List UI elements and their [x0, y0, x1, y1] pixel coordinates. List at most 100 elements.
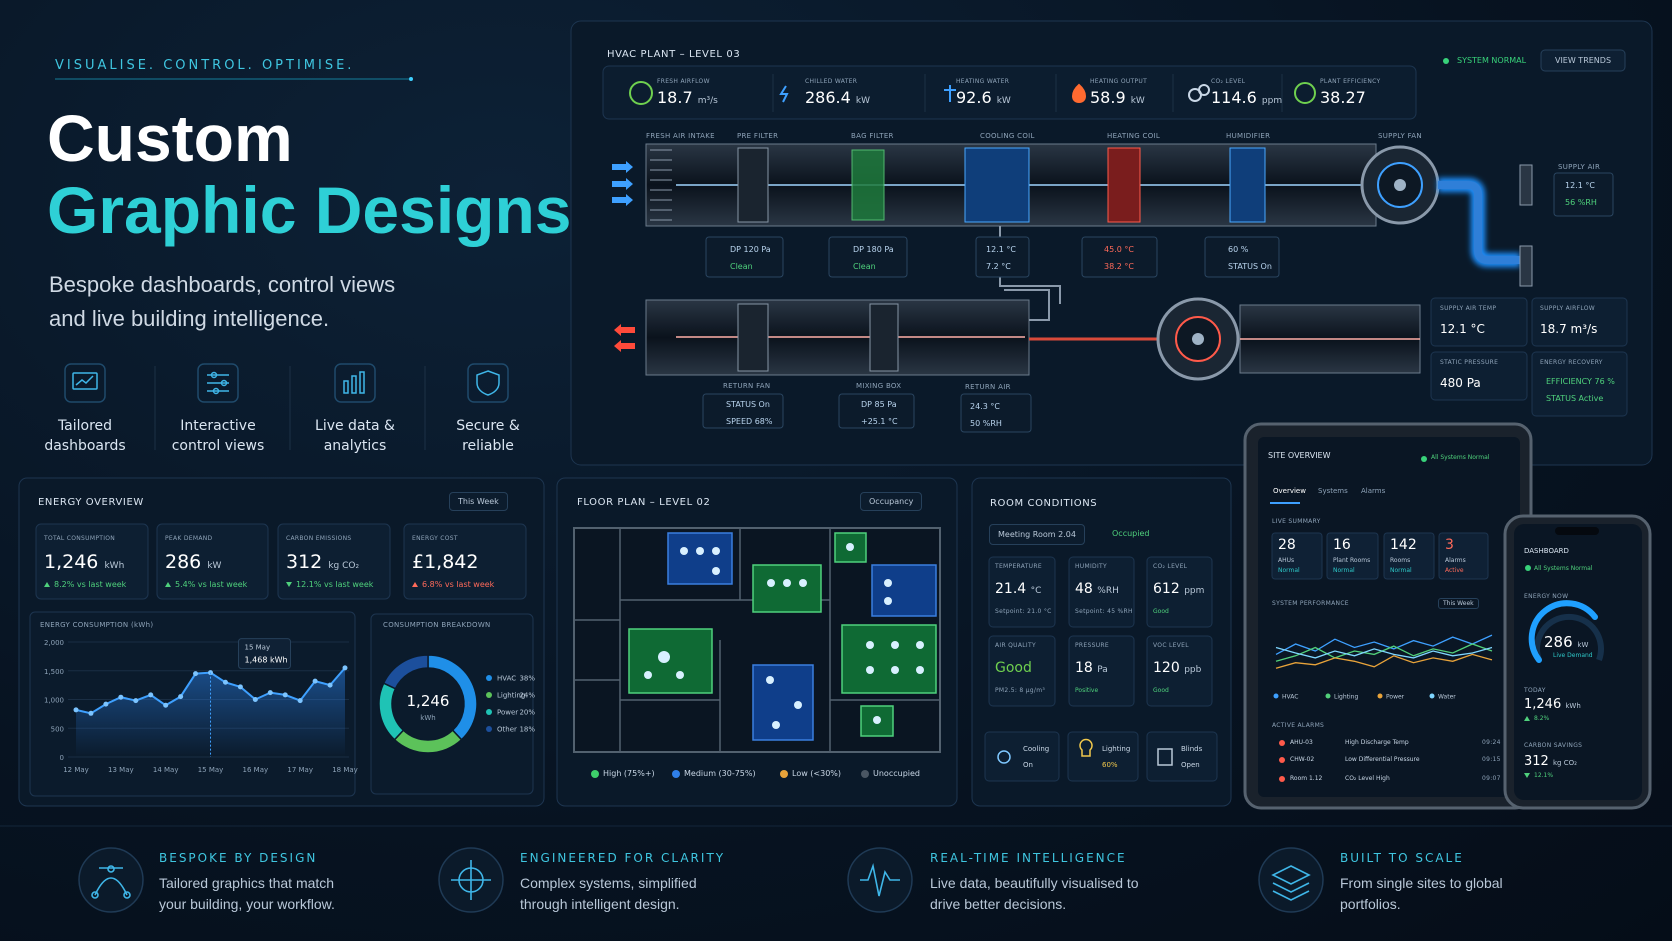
readout: 12.1 °C 7.2 °C: [986, 241, 1016, 275]
unit: kW: [855, 96, 871, 106]
chart-title: ENERGY CONSUMPTION (kWh): [40, 621, 154, 629]
decoration: [409, 77, 413, 81]
decoration: [828, 236, 908, 278]
metric-value: 18.7 m³/s: [657, 88, 718, 107]
decoration: [644, 671, 652, 679]
component-label: COOLING COIL: [980, 132, 1035, 140]
mode-select[interactable]: Occupancy: [860, 492, 923, 511]
readout-line: 56 %RH: [1565, 198, 1597, 207]
decoration: [860, 863, 900, 897]
readout-line: 60 %: [1228, 245, 1249, 254]
readout-line: 7.2 °C: [986, 262, 1011, 271]
group: [91, 860, 1311, 901]
decoration: [35, 523, 149, 600]
readout: DP 120 Pa Clean: [730, 241, 771, 275]
area: [76, 667, 345, 757]
value-label: 18%: [519, 726, 535, 734]
decoration: [612, 178, 633, 190]
tab[interactable]: Alarms: [1361, 487, 1386, 495]
tab[interactable]: Systems: [1318, 487, 1348, 495]
decoration: [891, 641, 899, 649]
panel-value: 480 Pa: [1440, 376, 1481, 390]
decoration: [64, 363, 106, 403]
period-select[interactable]: This Week: [1438, 598, 1479, 609]
decoration: [1531, 351, 1628, 417]
decoration: [696, 547, 704, 555]
decoration: [794, 701, 802, 709]
readout: STATUS On SPEED 68%: [726, 396, 773, 430]
decoration: [851, 149, 885, 221]
delta-arrow: [286, 582, 292, 587]
annotation-label: 1,468 kWh: [245, 656, 288, 665]
component-label: MIXING BOX: [856, 382, 902, 390]
decoration: [916, 641, 924, 649]
tab[interactable]: Overview: [1273, 487, 1306, 495]
value: 1,246: [44, 551, 99, 573]
decoration: [658, 651, 670, 663]
decoration: [1068, 556, 1135, 628]
delta-value: 12.1%: [1534, 772, 1554, 779]
decoration: [871, 564, 937, 617]
period-select[interactable]: This Week: [449, 492, 508, 511]
group: [644, 543, 924, 729]
metric-value: 92.6 kW: [956, 88, 1011, 107]
point: [178, 694, 184, 700]
decoration: [370, 613, 534, 795]
metric-value: 286.4 kW: [805, 88, 870, 107]
footer-text: Live data, beautifully visualised to dri…: [930, 875, 1139, 912]
tile-note: Setpoint: 21.0 °C: [995, 608, 1052, 615]
panel-label: ENERGY RECOVERY: [1540, 359, 1603, 366]
button[interactable]: VIEW TRENDS: [1554, 56, 1612, 65]
panel-title: ENERGY OVERVIEW: [38, 497, 144, 508]
readout-line: 50 %RH: [970, 419, 1002, 428]
chart-title: CONSUMPTION BREAKDOWN: [383, 621, 491, 629]
group: [78, 847, 1324, 913]
phone-title: DASHBOARD: [1524, 547, 1569, 555]
decoration: [667, 532, 733, 585]
decoration: [629, 81, 653, 105]
point: [88, 710, 94, 716]
decoration: [779, 85, 789, 103]
decoration: [1534, 613, 1604, 662]
today-value: 1,246 kWh: [1524, 697, 1581, 712]
decoration: [123, 891, 131, 899]
decoration: [1258, 847, 1324, 913]
decoration: [467, 363, 509, 403]
line: [1275, 653, 1493, 669]
room-status: Occupied: [1112, 529, 1150, 538]
stat-label: Plant Rooms: [1333, 557, 1371, 564]
decoration: [1272, 890, 1310, 901]
decoration: [1438, 532, 1489, 580]
kpi-delta: 8.2% vs last week: [44, 580, 126, 589]
tile-note: PM2.5: 8 µg/m³: [995, 687, 1046, 694]
tile-note: Setpoint: 45 %RH: [1075, 608, 1133, 615]
group: [997, 738, 1173, 766]
value: 21.4: [995, 581, 1027, 597]
point: [133, 698, 139, 704]
value: 18.7: [657, 88, 693, 107]
decoration: [94, 877, 128, 896]
kpi-value: 286 kW: [165, 551, 221, 573]
readout-line: SPEED 68%: [726, 417, 773, 426]
readout-line: STATUS On: [1228, 262, 1272, 271]
point: [297, 698, 303, 704]
decoration: [1146, 635, 1213, 707]
footer-text: From single sites to global portfolios.: [1340, 875, 1503, 912]
component-label: BAG FILTER: [851, 132, 894, 140]
component-label: PRE FILTER: [737, 132, 779, 140]
decoration: [1525, 565, 1531, 571]
decoration: [1067, 731, 1139, 782]
group: [154, 366, 426, 450]
feature-label: Tailored dashboards: [44, 418, 126, 454]
kpi-label: ENERGY COST: [412, 535, 458, 542]
room-select[interactable]: Meeting Room 2.04: [989, 524, 1085, 545]
decoration: [884, 597, 892, 605]
readout-line: DP 85 Pa: [861, 400, 897, 409]
decoration: [672, 770, 680, 778]
decoration: [1004, 289, 1050, 321]
decoration: [72, 372, 98, 390]
decoration: [359, 371, 365, 394]
readout-line: 24.3 °C: [970, 402, 1000, 411]
delta-arrow: [165, 582, 171, 587]
